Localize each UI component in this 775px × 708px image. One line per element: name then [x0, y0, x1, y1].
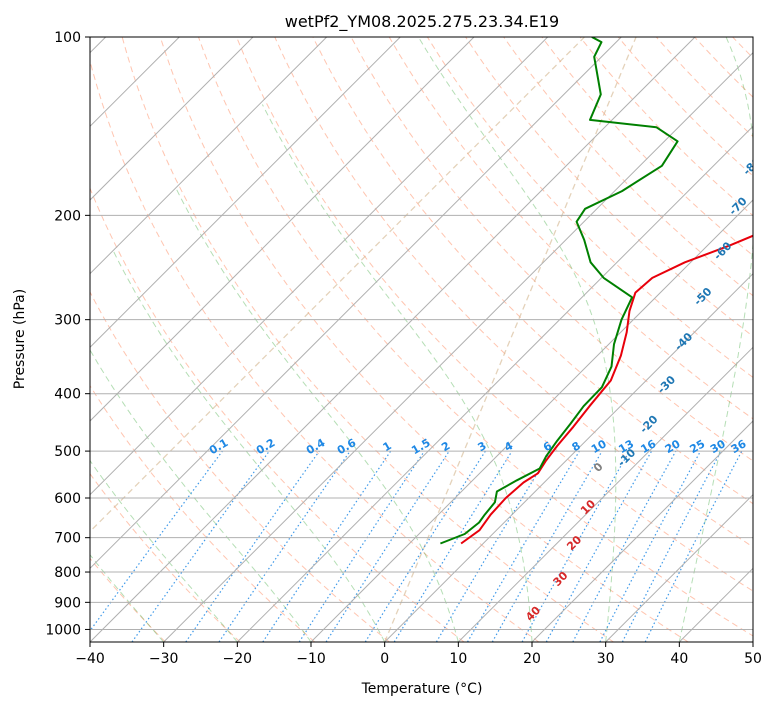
isotherm-gridline — [90, 37, 549, 496]
mixing-ratio-line — [131, 450, 270, 642]
x-tick-label: −10 — [296, 651, 326, 667]
y-tick-label: 900 — [54, 595, 81, 611]
dry-adiabat — [426, 37, 753, 379]
mixing-ratio-line — [185, 450, 320, 642]
moist-adiabat — [90, 459, 238, 642]
x-axis-label: Temperature (°C) — [361, 681, 483, 697]
axes: −40 −30 −20 −10 0 10 20 30 40 50 100 200 300 400 500 60… — [45, 30, 762, 667]
mixing-ratio-line — [572, 450, 677, 642]
x-tick-label: −20 — [223, 651, 253, 667]
grid — [90, 37, 753, 642]
temperature-line — [460, 234, 753, 545]
mixing-ratio-line — [393, 450, 513, 642]
dry-adiabat — [90, 186, 465, 642]
isotherm-gridline — [384, 272, 753, 642]
dry-adiabat — [121, 37, 614, 642]
y-tick-label: 400 — [54, 387, 81, 403]
isotherm-gridline — [90, 37, 401, 349]
mixing-ratio-line — [325, 450, 450, 642]
x-tick-label: 50 — [744, 651, 762, 667]
dry-adiabat — [350, 37, 753, 462]
x-tick-label: 30 — [597, 651, 615, 667]
isotherm-gridline — [310, 199, 753, 642]
moist-adiabat — [678, 37, 753, 642]
moist-adiabat — [113, 251, 386, 642]
y-tick-label: 800 — [54, 565, 81, 581]
dry-adiabat — [579, 37, 753, 217]
y-tick-label: 1000 — [45, 622, 81, 638]
dry-adiabat — [274, 37, 753, 548]
moist-adiabat — [417, 37, 617, 642]
isotherm-gridline — [90, 37, 696, 642]
isotherm-gridline — [90, 37, 254, 201]
profile-lines — [440, 37, 753, 545]
dry-adiabat — [90, 59, 540, 642]
y-tick-label: 100 — [54, 30, 81, 46]
chart-title: wetPf2_YM08.2025.275.23.34.E19 — [285, 12, 559, 32]
x-tick-label: −30 — [149, 651, 179, 667]
dry-adiabat — [541, 37, 753, 257]
mixing-ratio-line — [521, 450, 631, 642]
isotherm-gridline — [236, 125, 753, 642]
y-tick-label: 700 — [54, 531, 81, 547]
isotherm-gridline — [90, 37, 328, 275]
dry-adiabat — [197, 37, 753, 637]
x-tick-label: 40 — [670, 651, 688, 667]
moist-adiabat — [261, 104, 533, 642]
mixing-ratio-line — [491, 450, 603, 642]
isotherm-gridline — [90, 37, 622, 570]
plot-frame — [89, 36, 754, 643]
isotherm-gridline — [457, 346, 753, 642]
x-tick-label: 20 — [523, 651, 541, 667]
mixing-ratio-line — [218, 450, 351, 642]
moist-adiabat — [175, 187, 459, 642]
freezing-contour — [384, 37, 637, 642]
y-tick-label: 500 — [54, 444, 81, 460]
background-lines — [90, 37, 753, 642]
dewpoint-line — [440, 37, 679, 545]
dry-adiabat — [90, 290, 390, 642]
x-tick-label: 0 — [380, 651, 389, 667]
isotherm-gridline — [531, 420, 753, 642]
isotherm-gridline — [90, 37, 475, 422]
dry-adiabat — [388, 37, 753, 420]
y-tick-label: 300 — [54, 313, 81, 329]
isotherm-gridline — [605, 493, 753, 642]
dry-adiabat — [90, 472, 241, 642]
mixing-ratio-line — [90, 450, 223, 632]
mixing-ratio-line — [435, 450, 552, 642]
dry-adiabat — [159, 37, 689, 642]
mixing-ratio-line — [466, 450, 580, 642]
y-tick-label: 200 — [54, 208, 81, 224]
x-tick-label: 10 — [449, 651, 467, 667]
y-axis-label: Pressure (hPa) — [12, 289, 28, 389]
y-tick-label: 600 — [54, 491, 81, 507]
isotherm-gridline — [163, 51, 753, 642]
x-tick-label: −40 — [75, 651, 105, 667]
mixing-ratio-line — [364, 450, 486, 642]
dry-adiabat — [236, 37, 753, 592]
